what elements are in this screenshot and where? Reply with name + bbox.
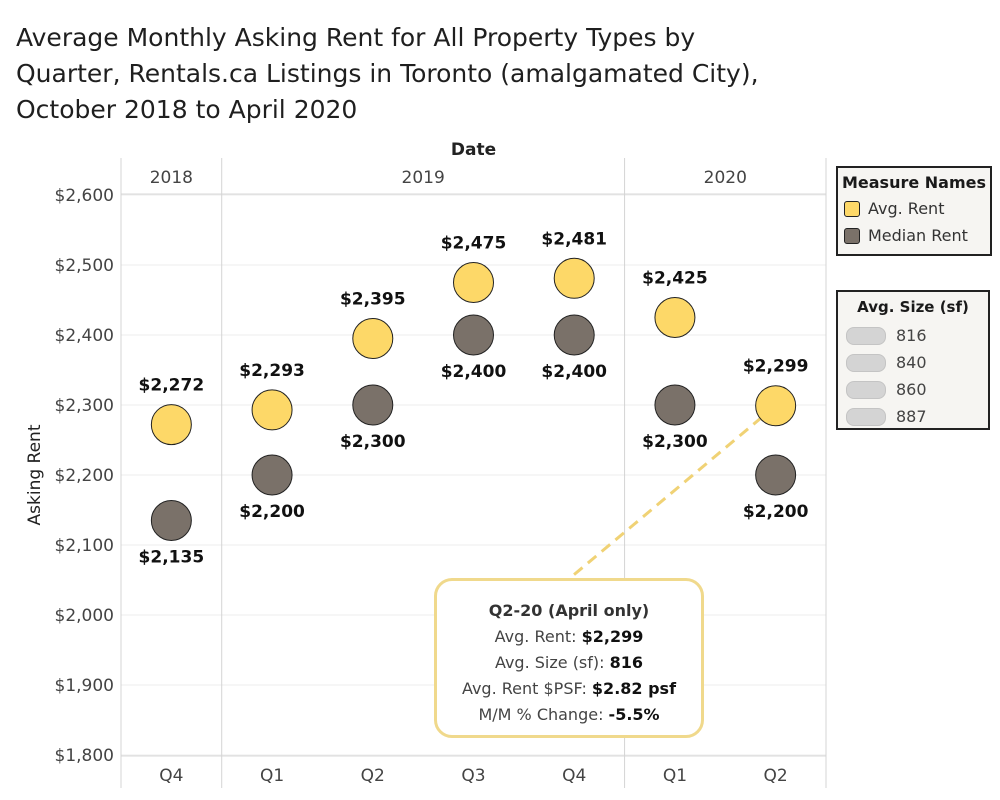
median-rent-point (755, 454, 797, 496)
tooltip-header: Q2-20 (April only) (488, 601, 650, 620)
size-legend-item[interactable]: 860 (838, 376, 988, 403)
legend-item-median-rent[interactable]: Median Rent (838, 222, 990, 249)
size-legend-label: 860 (896, 380, 927, 399)
size-pill (846, 326, 886, 345)
tooltip-label: M/M % Change: (478, 705, 609, 724)
tooltip-row: Avg. Rent $PSF: $2.82 psf (437, 676, 701, 702)
chart-title: Average Monthly Asking Rent for All Prop… (16, 20, 816, 128)
data-label: $2,299 (743, 357, 809, 377)
data-label: $2,425 (642, 269, 708, 289)
tooltip-row: M/M % Change: -5.5% (437, 702, 701, 728)
tooltip-row: Avg. Rent: $2,299 (437, 624, 701, 650)
avg-rent-point (150, 404, 192, 446)
size-pill (846, 407, 886, 426)
tooltip-q2-20: Q2-20 (April only) Avg. Rent: $2,299 Avg… (434, 578, 704, 738)
avg-rent-point (251, 389, 293, 431)
tooltip-value: $2,299 (581, 627, 644, 646)
y-tick-label: $2,600 (55, 186, 114, 206)
measure-legend[interactable]: Measure Names Avg. Rent Median Rent (836, 166, 992, 256)
legend-label: Median Rent (868, 226, 968, 245)
data-label: $2,135 (139, 548, 205, 568)
tooltip-row: Avg. Size (sf): 816 (437, 650, 701, 676)
avg-rent-point (553, 257, 595, 299)
y-tick-label: $2,300 (55, 396, 114, 416)
size-legend-label: 840 (896, 353, 927, 372)
tooltip-value: 816 (609, 653, 644, 672)
x-tick-label: Q3 (461, 766, 485, 786)
avg-rent-point (352, 318, 394, 359)
x-tick-label: Q4 (562, 766, 586, 786)
size-legend-item[interactable]: 887 (838, 403, 988, 430)
data-label: $2,400 (441, 362, 507, 382)
chart-title-line: Quarter, Rentals.ca Listings in Toronto … (16, 59, 759, 88)
y-tick-label: $2,000 (55, 606, 114, 626)
size-legend-item[interactable]: 816 (838, 322, 988, 349)
y-tick-label: $2,200 (55, 466, 114, 486)
data-label: $2,293 (239, 361, 305, 381)
y-tick-label: $1,800 (55, 746, 114, 766)
median-rent-point (251, 454, 293, 496)
tooltip-label: Avg. Rent $PSF: (461, 679, 592, 698)
size-legend-label: 816 (896, 326, 927, 345)
x-tick-label: Q2 (361, 766, 385, 786)
x-tick-label: Q4 (159, 766, 183, 786)
size-pill (846, 353, 886, 372)
legend-item-avg-rent[interactable]: Avg. Rent (838, 195, 990, 222)
size-legend[interactable]: Avg. Size (sf) 816 840 860 887 (836, 290, 990, 430)
avg-rent-point (755, 385, 797, 427)
median-rent-point (453, 314, 494, 356)
chart-title-line: October 2018 to April 2020 (16, 95, 358, 124)
avg-rent-swatch (844, 200, 860, 217)
tooltip-connector (569, 404, 777, 580)
tooltip-value: $2.82 psf (591, 679, 677, 698)
y-tick-label: $2,500 (55, 256, 114, 276)
median-rent-point (352, 384, 394, 426)
x-tick-label: Q1 (663, 766, 687, 786)
median-rent-swatch (844, 227, 860, 244)
data-label: $2,200 (743, 502, 809, 522)
tooltip-value: -5.5% (608, 705, 660, 724)
x-tick-label: Q1 (260, 766, 284, 786)
y-tick-label: $2,400 (55, 326, 114, 346)
chart-title-line: Average Monthly Asking Rent for All Prop… (16, 23, 696, 52)
tooltip-label: Avg. Size (sf): (494, 653, 610, 672)
size-legend-item[interactable]: 840 (838, 349, 988, 376)
median-rent-point (150, 500, 192, 541)
median-rent-point (654, 384, 696, 426)
size-pill (846, 380, 886, 399)
data-label: $2,200 (239, 502, 305, 522)
legend-label: Avg. Rent (868, 199, 945, 218)
data-label: $2,481 (541, 229, 607, 249)
data-label: $2,475 (441, 234, 507, 254)
data-label: $2,300 (642, 432, 708, 452)
y-tick-label: $1,900 (55, 676, 114, 696)
year-header: 2018 (150, 168, 193, 188)
measure-legend-title: Measure Names (841, 173, 987, 192)
size-legend-label: 887 (896, 407, 927, 426)
x-tick-label: Q2 (764, 766, 788, 786)
data-label: $2,400 (541, 362, 607, 382)
data-label: $2,300 (340, 432, 406, 452)
tooltip-label: Avg. Rent: (494, 627, 582, 646)
y-axis-title: Asking Rent (25, 424, 45, 525)
avg-rent-point (453, 262, 494, 303)
year-header: 2020 (704, 168, 747, 188)
median-rent-point (553, 314, 595, 356)
data-label: $2,395 (340, 290, 406, 310)
year-header: 2019 (402, 168, 445, 188)
avg-rent-point (654, 297, 696, 338)
x-axis-title: Date (451, 140, 496, 160)
size-legend-title: Avg. Size (sf) (857, 298, 969, 316)
y-tick-label: $2,100 (55, 536, 114, 556)
data-label: $2,272 (139, 376, 205, 396)
